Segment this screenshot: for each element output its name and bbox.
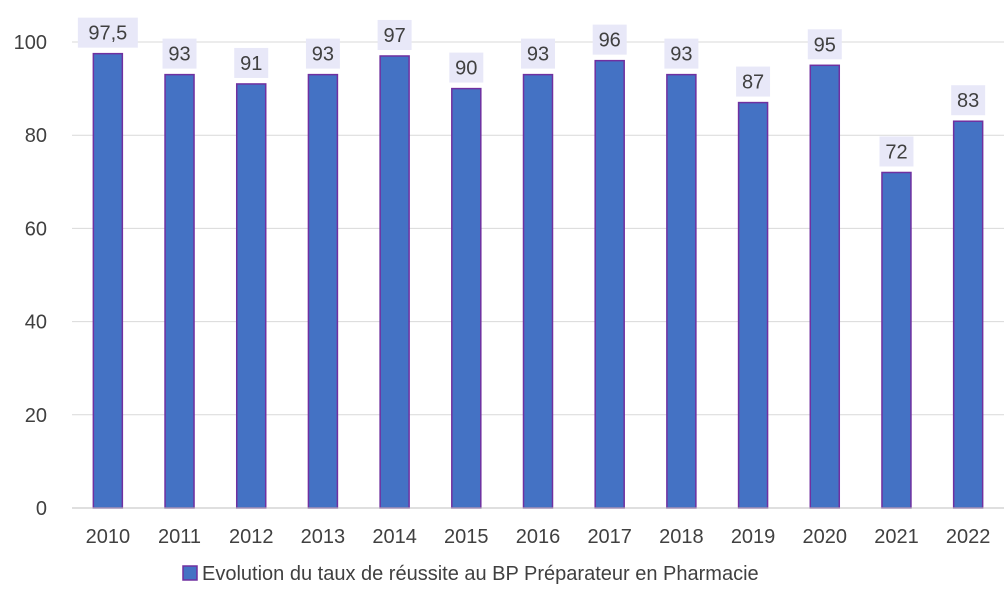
data-label-bg: [807, 29, 842, 60]
data-label-2014: 97: [383, 25, 405, 47]
bar-2022: [952, 120, 984, 509]
data-label-bg: [521, 38, 555, 69]
x-tick-label-2018: 2018: [659, 526, 704, 548]
y-tick-label: 100: [14, 32, 47, 54]
x-axis-ticks: 2010 2011 2012 2013 2014 2015 2016 2017 2018 2019…: [86, 526, 991, 548]
data-label-2010: 97,5: [88, 23, 127, 45]
y-tick-label: 40: [25, 312, 47, 334]
data-label-bg: [162, 38, 197, 69]
bar-2021: [881, 171, 912, 509]
x-tick-label-2019: 2019: [731, 526, 776, 548]
data-label-2017: 96: [599, 30, 621, 52]
data-label-bg: [77, 17, 138, 48]
data-label-2015: 90: [455, 58, 477, 80]
bar-2017: [594, 59, 625, 509]
data-label-2013: 93: [312, 44, 334, 66]
bar-2014: [379, 55, 410, 509]
y-tick-label: 20: [25, 405, 47, 427]
data-labels: 97,5 93 91 93 97 90 93 96 93 87 95 72 83: [77, 17, 986, 167]
data-label-bg: [951, 85, 986, 116]
data-label-bg: [305, 38, 340, 69]
x-tick-label-2016: 2016: [516, 526, 561, 548]
legend-label: Evolution du taux de réussite au BP Prép…: [202, 563, 759, 585]
data-label-bg: [736, 66, 771, 97]
data-label-2011: 93: [168, 44, 190, 66]
x-tick-label-2014: 2014: [372, 526, 417, 548]
bar-2016: [522, 73, 554, 509]
x-tick-label-2021: 2021: [874, 526, 919, 548]
legend-swatch: [182, 565, 198, 581]
data-label-bg: [592, 24, 627, 55]
data-label-bg: [879, 136, 914, 167]
x-tick-label-2010: 2010: [86, 526, 131, 548]
bar-2012: [235, 83, 267, 509]
bar-2019: [737, 101, 769, 509]
y-tick-label: 0: [36, 498, 47, 520]
y-axis-ticks: 0 20 40 60 80 100: [14, 32, 47, 520]
x-tick-label-2012: 2012: [229, 526, 274, 548]
bar-2018: [666, 73, 697, 509]
x-tick-label-2013: 2013: [301, 526, 346, 548]
x-tick-label-2017: 2017: [587, 526, 632, 548]
legend: Evolution du taux de réussite au BP Prép…: [182, 563, 759, 585]
bar-2010: [92, 52, 124, 509]
data-label-2018: 93: [670, 44, 692, 66]
data-label-2022: 83: [957, 90, 979, 112]
x-tick-label-2015: 2015: [444, 526, 489, 548]
data-label-2021: 72: [885, 141, 907, 163]
data-label-bg: [234, 47, 269, 78]
data-label-bg: [664, 38, 699, 69]
bars: [92, 52, 984, 509]
data-label-2016: 93: [527, 44, 549, 66]
data-label-bg: [449, 52, 484, 83]
bar-2011: [164, 73, 195, 509]
data-label-2020: 95: [814, 34, 836, 56]
y-tick-label: 60: [25, 218, 47, 240]
x-tick-label-2011: 2011: [158, 526, 201, 548]
x-tick-label-2022: 2022: [946, 526, 991, 548]
y-tick-label: 80: [25, 125, 47, 147]
bar-2020: [809, 64, 841, 509]
data-label-2019: 87: [742, 72, 764, 94]
bar-2015: [451, 87, 482, 509]
data-label-2012: 91: [240, 53, 262, 75]
bar-2013: [307, 73, 339, 509]
data-label-bg: [377, 19, 412, 50]
x-tick-label-2020: 2020: [803, 526, 848, 548]
